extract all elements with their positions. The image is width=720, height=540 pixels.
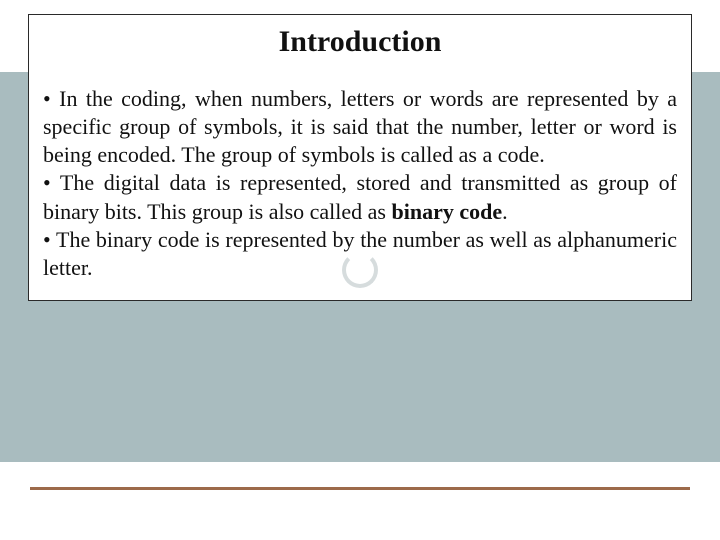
slide-title: Introduction — [43, 25, 677, 59]
slide: Introduction • In the coding, when numbe… — [0, 0, 720, 540]
bullet-marker: • — [43, 86, 59, 111]
bullet-text-bold: binary code — [392, 199, 503, 224]
bullet-marker: • — [43, 227, 56, 252]
bullet-1: • In the coding, when numbers, letters o… — [43, 85, 677, 169]
bullet-text-post: . — [502, 199, 508, 224]
bullet-marker: • — [43, 170, 60, 195]
loading-spinner-icon — [342, 252, 378, 288]
bullet-2: • The digital data is represented, store… — [43, 169, 677, 225]
accent-line — [30, 487, 690, 490]
bullet-text-pre: The digital data is represented, stored … — [43, 170, 677, 223]
bullet-text: In the coding, when numbers, letters or … — [43, 86, 677, 167]
